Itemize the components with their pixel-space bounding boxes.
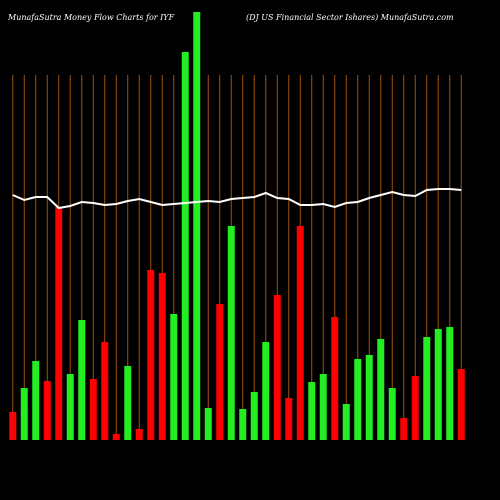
- bar: [296, 226, 304, 440]
- bar: [78, 320, 86, 440]
- chart-title: MunafaSutra Money Flow Charts for IYF: [7, 13, 175, 22]
- bar: [147, 270, 155, 440]
- bar: [377, 339, 385, 440]
- bar: [250, 392, 258, 440]
- bar: [342, 404, 350, 440]
- bar: [135, 429, 143, 440]
- bar: [457, 369, 465, 440]
- bar: [434, 329, 442, 440]
- bar: [285, 398, 293, 440]
- bar: [262, 342, 270, 440]
- bar: [32, 361, 40, 440]
- bar: [43, 381, 51, 440]
- bar: [193, 12, 201, 440]
- bar: [411, 376, 419, 440]
- bar: [66, 374, 74, 440]
- bar: [400, 418, 408, 440]
- bar: [239, 409, 247, 440]
- bar: [388, 388, 396, 440]
- bar: [423, 337, 431, 440]
- bar: [55, 207, 63, 440]
- bar: [216, 304, 224, 440]
- bar: [319, 374, 327, 440]
- bar: [273, 295, 281, 440]
- bar: [227, 226, 235, 440]
- bar: [89, 379, 97, 440]
- bar: [9, 412, 17, 440]
- bar: [365, 355, 373, 440]
- bar: [101, 342, 109, 440]
- bar: [170, 314, 178, 440]
- bar: [158, 273, 166, 440]
- bar: [354, 359, 362, 440]
- bar: [124, 366, 132, 440]
- bar: [20, 388, 28, 440]
- bar: [112, 434, 120, 440]
- chart-subtitle: (DJ US Financial Sector Ishares) MunafaS…: [246, 13, 454, 22]
- bar: [181, 52, 189, 440]
- bar: [308, 382, 316, 440]
- bar: [204, 408, 212, 440]
- bar: [446, 327, 454, 440]
- bar: [331, 317, 339, 440]
- line: [12, 188, 462, 210]
